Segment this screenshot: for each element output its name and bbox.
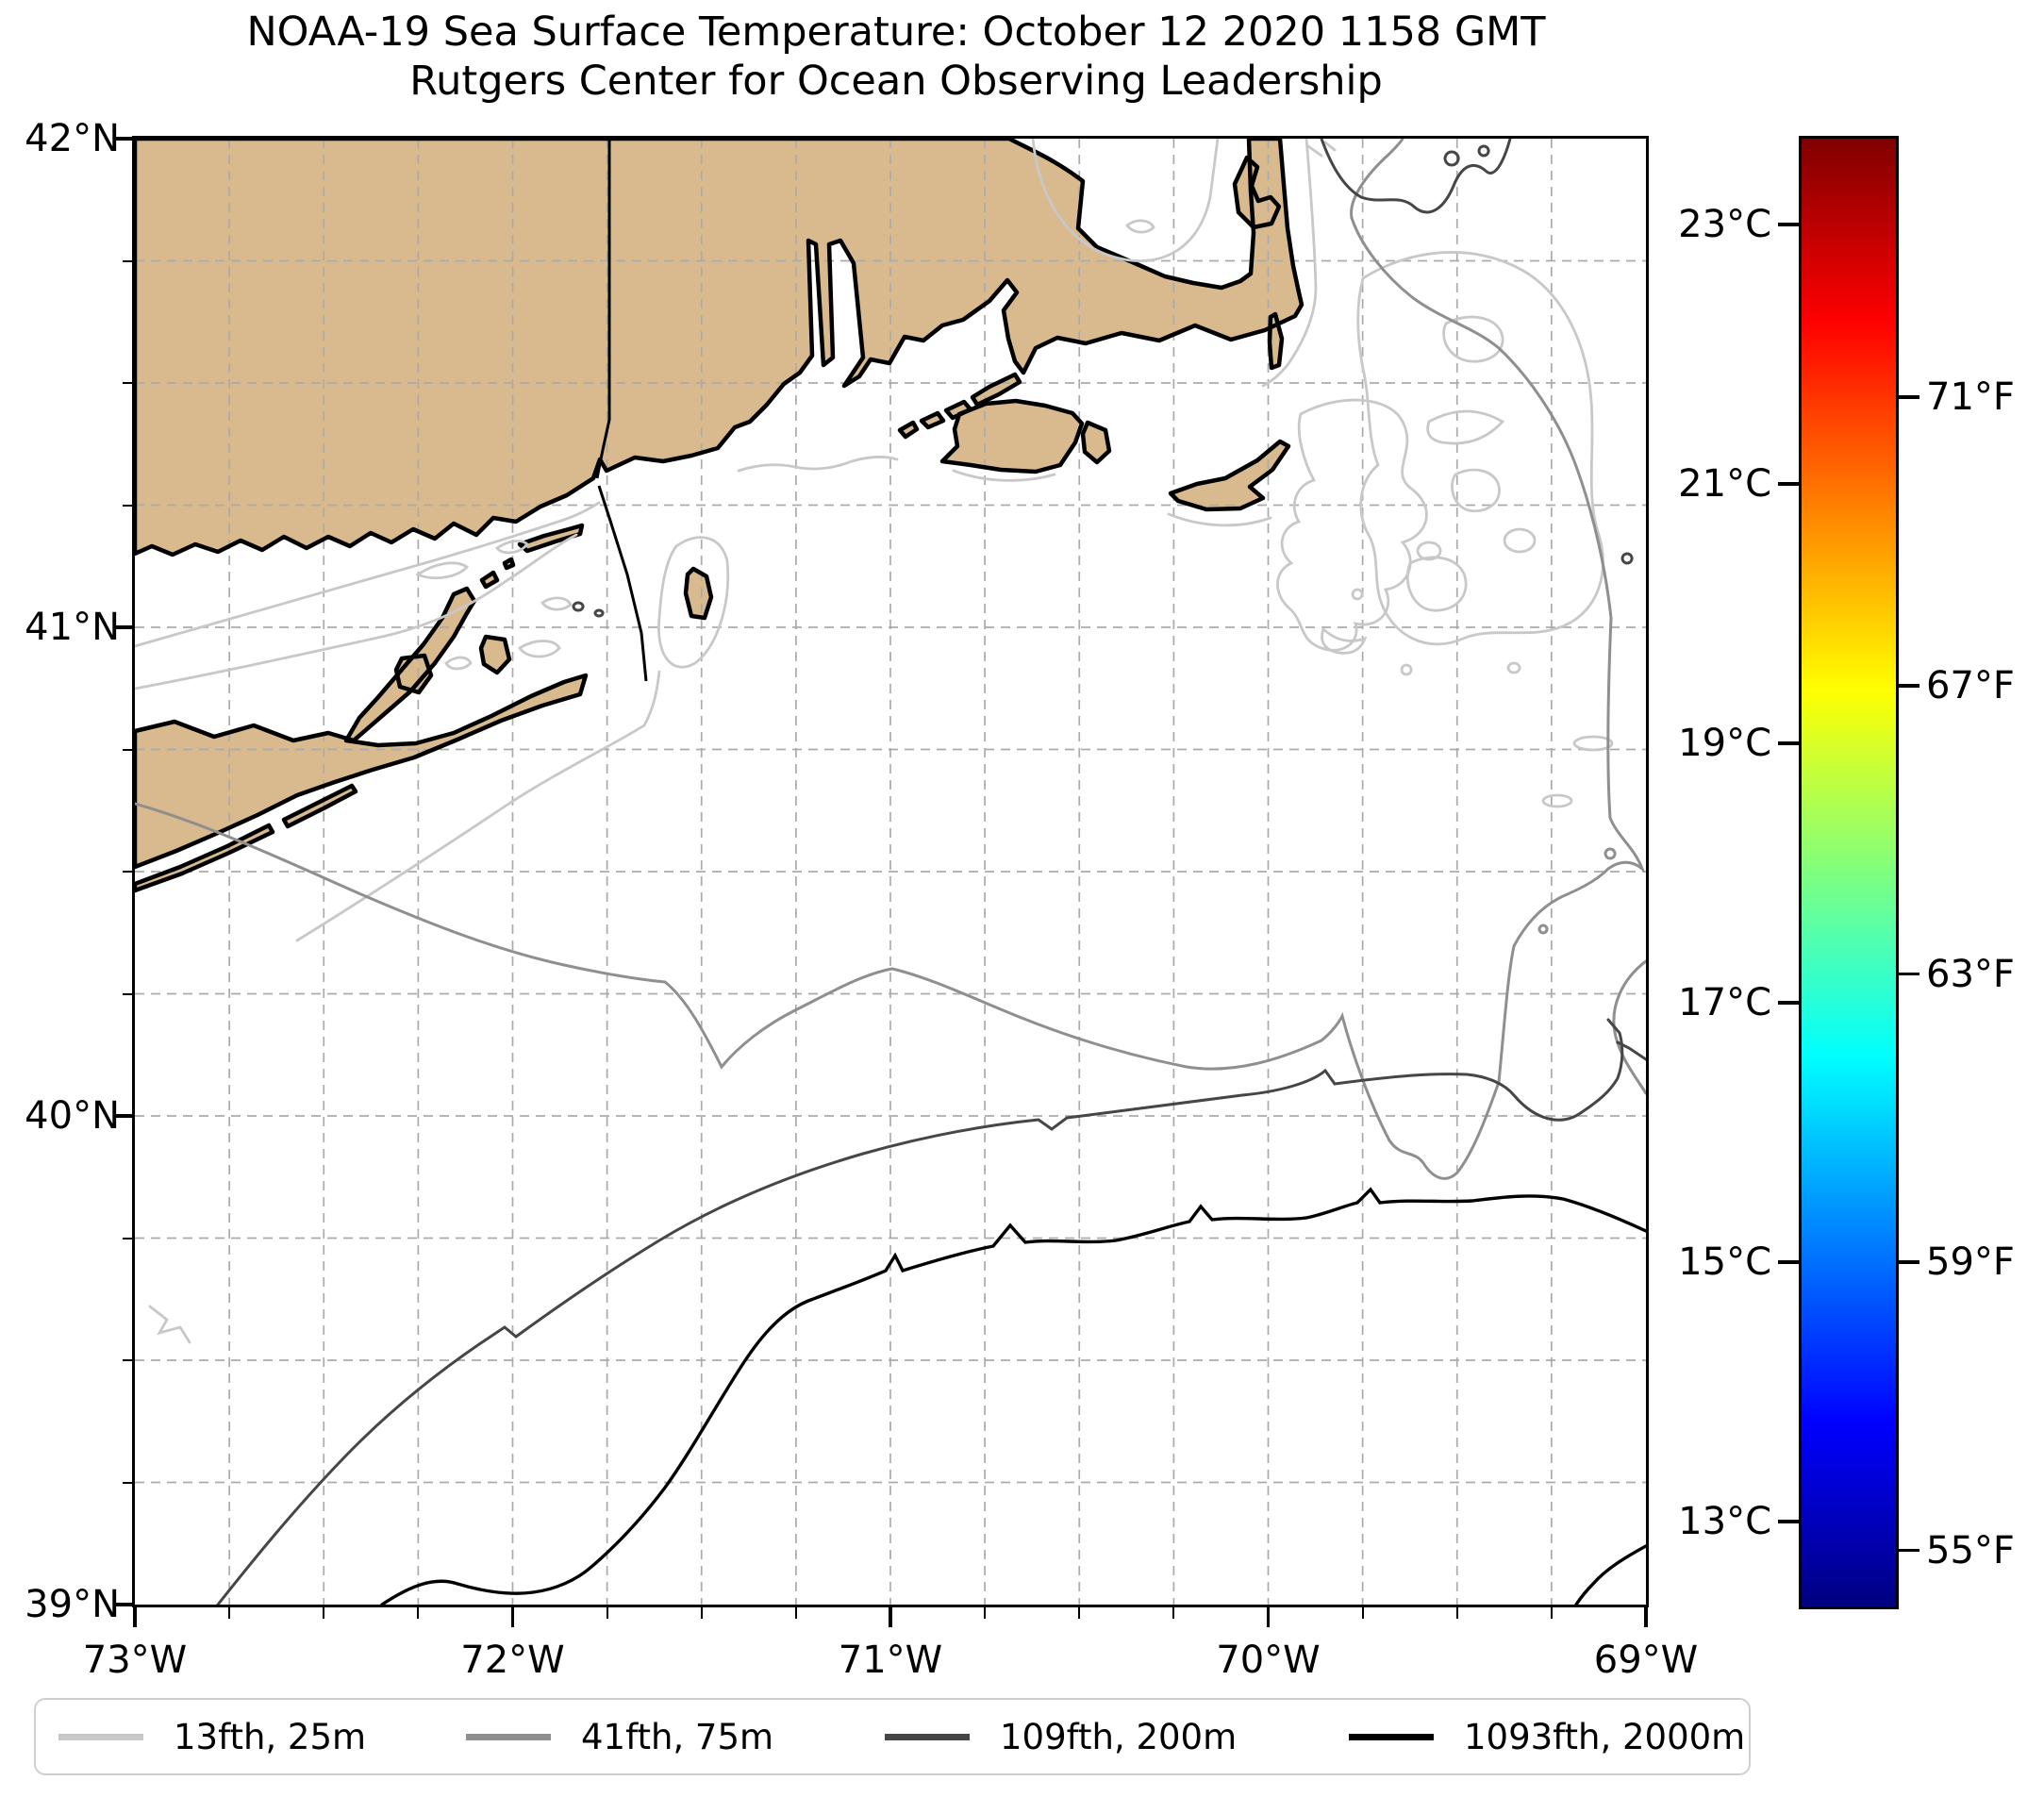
contour-25m — [135, 139, 1614, 1344]
y-major-tick — [113, 137, 135, 141]
x-minor-tick — [1361, 1607, 1364, 1619]
legend-label: 1093fth, 2000m — [1464, 1716, 1746, 1757]
y-minor-tick — [123, 992, 135, 995]
marine-border-line — [597, 485, 648, 682]
x-minor-tick — [1455, 1607, 1458, 1619]
colorbar-celsius-label: 21°C — [1678, 461, 1771, 506]
legend-line-swatch — [466, 1733, 551, 1740]
y-minor-tick — [123, 382, 135, 384]
x-major-tick — [510, 1607, 515, 1627]
contour-200m — [216, 139, 1646, 1605]
legend-item-4: 1093fth, 2000m — [1349, 1700, 1745, 1773]
colorbar-fahrenheit-label: 63°F — [1926, 952, 2015, 996]
x-minor-tick — [700, 1607, 703, 1619]
bathymetry-legend: 13fth, 25m 41fth, 75m 109fth, 200m 1093fth,… — [34, 1698, 1751, 1775]
x-minor-tick — [1078, 1607, 1081, 1619]
colorbar-fahrenheit-label: 71°F — [1926, 375, 2015, 420]
x-minor-tick — [323, 1607, 325, 1619]
colorbar-celsius-label: 15°C — [1678, 1240, 1771, 1284]
map-plot-area — [132, 136, 1649, 1607]
y-major-tick — [113, 625, 135, 629]
x-minor-tick — [794, 1607, 797, 1619]
x-tick-label: 69°W — [1593, 1639, 1699, 1682]
colorbar-celsius-tick — [1778, 482, 1799, 486]
coastline-map — [135, 139, 1646, 1605]
title-line-2: Rutgers Center for Ocean Observing Leade… — [409, 58, 1383, 105]
y-minor-tick — [123, 1359, 135, 1361]
graticule-gridlines — [135, 139, 1646, 1605]
colorbar-fahrenheit-tick — [1899, 972, 1919, 976]
y-minor-tick — [123, 1481, 135, 1484]
x-minor-tick — [984, 1607, 987, 1619]
y-minor-tick — [123, 1237, 135, 1240]
legend-item-3: 109fth, 200m — [885, 1700, 1237, 1773]
y-tick-label: 40°N — [25, 1094, 120, 1139]
x-major-tick — [1266, 1607, 1271, 1627]
legend-label: 13fth, 25m — [174, 1716, 367, 1757]
chart-title: NOAA-19 Sea Surface Temperature: October… — [57, 8, 1736, 106]
legend-item-2: 41fth, 75m — [466, 1700, 773, 1773]
state-border-lines — [595, 139, 648, 682]
colorbar-celsius-label: 13°C — [1678, 1500, 1771, 1544]
colorbar-fahrenheit-label: 67°F — [1926, 663, 2015, 707]
y-tick-label: 41°N — [25, 605, 120, 649]
colorbar-fahrenheit-tick — [1899, 1548, 1919, 1553]
colorbar-fahrenheit-tick — [1899, 1260, 1919, 1264]
y-minor-tick — [123, 259, 135, 262]
colorbar-celsius-tick — [1778, 1520, 1799, 1523]
colorbar-celsius-label: 19°C — [1678, 722, 1771, 766]
colorbar-celsius-tick — [1778, 1260, 1799, 1264]
colorbar-fahrenheit-label: 59°F — [1926, 1240, 2015, 1285]
x-minor-tick — [417, 1607, 420, 1619]
x-tick-label: 70°W — [1216, 1639, 1321, 1682]
x-tick-label: 71°W — [838, 1639, 943, 1682]
legend-line-swatch — [58, 1733, 143, 1740]
x-tick-label: 72°W — [460, 1639, 565, 1682]
y-tick-label: 42°N — [25, 117, 120, 160]
y-minor-tick — [123, 504, 135, 507]
y-major-tick — [113, 1603, 135, 1606]
colorbar-celsius-label: 17°C — [1678, 981, 1771, 1025]
x-minor-tick — [1550, 1607, 1553, 1619]
ct-ri-border-line — [595, 139, 611, 479]
contour-2000m — [380, 1187, 1646, 1605]
legend-line-swatch — [1349, 1733, 1434, 1740]
y-minor-tick — [123, 748, 135, 751]
y-minor-tick — [123, 871, 135, 873]
colorbar-celsius-label: 23°C — [1678, 203, 1771, 247]
sst-colorbar — [1799, 136, 1899, 1609]
x-major-tick — [1644, 1607, 1648, 1627]
x-major-tick — [889, 1607, 892, 1627]
legend-label: 41fth, 75m — [581, 1716, 774, 1757]
colorbar-celsius-tick — [1778, 223, 1799, 226]
colorbar-fahrenheit-tick — [1899, 395, 1919, 399]
title-line-1: NOAA-19 Sea Surface Temperature: October… — [246, 8, 1546, 56]
colorbar-celsius-tick — [1778, 741, 1799, 745]
colorbar-fahrenheit-label: 55°F — [1926, 1528, 2015, 1572]
contour-75m — [135, 139, 1646, 1180]
x-minor-tick — [1172, 1607, 1175, 1619]
y-tick-label: 39°N — [25, 1583, 120, 1626]
x-major-tick — [133, 1607, 137, 1627]
colorbar-fahrenheit-tick — [1899, 684, 1919, 688]
legend-line-swatch — [885, 1733, 970, 1740]
legend-label: 109fth, 200m — [1000, 1716, 1238, 1757]
colorbar-celsius-tick — [1778, 1001, 1799, 1005]
legend-item-1: 13fth, 25m — [58, 1700, 366, 1773]
x-minor-tick — [606, 1607, 608, 1619]
land-fill-layer — [135, 139, 1302, 890]
x-tick-label: 73°W — [82, 1639, 188, 1682]
y-major-tick — [113, 1114, 135, 1118]
x-minor-tick — [228, 1607, 231, 1619]
